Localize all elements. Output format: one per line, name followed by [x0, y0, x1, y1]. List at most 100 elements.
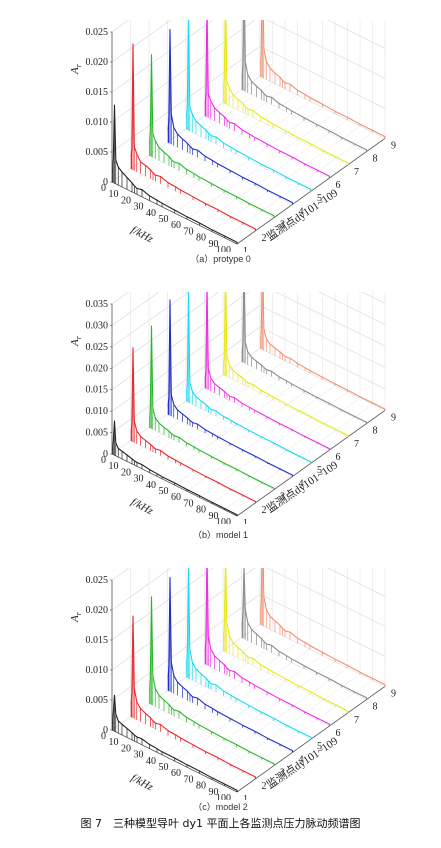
- z-tick-label: 3: [280, 768, 285, 779]
- x-tick-label: 10: [109, 737, 119, 748]
- series-6-line: [204, 568, 331, 726]
- y-tick-label: 0.020: [86, 363, 109, 374]
- y-tick-label: 0.025: [86, 27, 109, 38]
- z-tick-label: 6: [336, 452, 341, 463]
- series-3-line: [149, 596, 275, 766]
- y-axis-label: Ar: [69, 335, 83, 347]
- y-tick-label: 0.020: [86, 605, 109, 616]
- chart-caption-b: （b）model 1: [192, 530, 249, 540]
- x-tick-label: 80: [196, 505, 206, 516]
- grid-line: [361, 292, 386, 304]
- chart-panel-b: 0 0.005 0.010 0.015 0.020 0.025 0.030 0.035 Ar 0 1…: [0, 292, 441, 572]
- series-5-line: [186, 568, 312, 740]
- grid-line: [124, 82, 273, 189]
- z-tick-label: 9: [391, 140, 396, 151]
- series-2-line: [130, 347, 257, 503]
- y-tick-label: 0.015: [86, 385, 109, 396]
- y-tick-label: 0.005: [86, 147, 109, 158]
- z-tick-label: 9: [391, 412, 396, 423]
- series-8-line: [241, 20, 368, 152]
- x-tick-label: 40: [146, 756, 156, 767]
- x-tick-label: 60: [171, 492, 181, 503]
- z-tick-label: 6: [336, 728, 341, 739]
- series-2-line: [130, 615, 257, 779]
- figure-title: 图 7 三种模型导叶 dy1 平面上各监测点压力脉动频谱图: [80, 817, 361, 830]
- x-tick-label: 90: [209, 511, 219, 522]
- x-tick-label: 80: [196, 781, 206, 792]
- x-tick-label: 100: [216, 793, 231, 800]
- series-8-line: [241, 292, 368, 424]
- z-tick-label: 5: [317, 193, 322, 204]
- z-axis: [236, 686, 386, 793]
- x-tick-label: 30: [134, 202, 144, 213]
- z-tick-label: 4: [299, 754, 304, 765]
- y-tick-label: 0.005: [86, 428, 109, 439]
- z-tick-label: 7: [354, 167, 359, 178]
- x-tick-label: 40: [146, 480, 156, 491]
- z-tick-label: 3: [280, 492, 285, 503]
- chart-caption-c: （c）model 2: [193, 802, 248, 812]
- chart-panel-c: 0 0.005 0.010 0.015 0.020 0.025 Ar 0 10 20 30 40 50 6…: [0, 568, 441, 848]
- y-tick-label: 0.020: [86, 57, 109, 68]
- x-tick-label: 90: [209, 787, 219, 798]
- x-tick-label: 0: [101, 183, 106, 194]
- series-9-line: [260, 568, 386, 687]
- series-1-line: [112, 104, 238, 244]
- x-tick-label: 50: [159, 486, 169, 497]
- x-tick-label: 0: [101, 731, 106, 742]
- x-tick-label: 30: [134, 474, 144, 485]
- chart-caption-a: （a）protype 0: [190, 254, 251, 264]
- z-axis: [236, 410, 386, 517]
- chart-b-svg: 00.0050.0100.0150.0200.0250.0300.035Ar01…: [69, 292, 396, 524]
- series-5-line: [186, 20, 312, 192]
- x-tick-label: 50: [159, 762, 169, 773]
- series-1-line: [112, 420, 238, 516]
- series-7-line: [223, 292, 349, 437]
- y-tick-label: 0.035: [86, 299, 109, 310]
- y-tick-label: 0.030: [86, 320, 109, 331]
- series-4-line: [167, 29, 294, 205]
- grid-line: [111, 568, 172, 611]
- series-7-line: [223, 20, 349, 165]
- x-tick-label: 90: [209, 239, 219, 250]
- grid-line: [136, 360, 286, 467]
- y-tick-label: 0.005: [86, 695, 109, 706]
- series-2-line: [130, 43, 257, 231]
- z-tick-label: 8: [373, 154, 378, 165]
- z-tick-label: 1: [243, 246, 248, 252]
- y-tick-label: 0.025: [86, 575, 109, 586]
- grid-line: [327, 568, 386, 597]
- series-3-line: [149, 325, 275, 490]
- grid-line: [111, 20, 172, 63]
- grid-line: [186, 661, 336, 768]
- grid: [111, 292, 386, 517]
- x-axis-label: f/kHz: [129, 496, 156, 518]
- grid-line: [174, 655, 323, 762]
- y-tick-label: 0: [103, 725, 108, 736]
- y-tick-label: 0.010: [86, 117, 109, 128]
- series-5-line: [186, 292, 312, 464]
- x-tick-label: 30: [134, 750, 144, 761]
- series-9-line: [260, 292, 386, 411]
- z-tick-label: 7: [354, 439, 359, 450]
- y-tick-label: 0: [103, 449, 108, 460]
- y-tick-label: 0.015: [86, 635, 109, 646]
- x-tick-label: 20: [121, 195, 131, 206]
- series-9-line: [260, 20, 386, 139]
- x-tick-label: 100: [216, 245, 231, 252]
- y-axis-label: Ar: [69, 63, 83, 75]
- z-tick-label: 6: [336, 180, 341, 191]
- z-tick-label: 2: [262, 781, 267, 792]
- series-6-line: [204, 20, 331, 178]
- y-axis-label: Ar: [69, 611, 83, 623]
- z-tick-label: 1: [243, 518, 248, 524]
- x-tick-label: 20: [121, 743, 131, 754]
- series-7-line: [223, 568, 349, 713]
- z-tick-label: 8: [373, 426, 378, 437]
- grid-line: [124, 630, 273, 737]
- z-tick-label: 3: [280, 220, 285, 231]
- x-axis-label: f/kHz: [129, 224, 156, 246]
- z-tick-label: 4: [299, 478, 304, 489]
- grid-line: [327, 20, 386, 49]
- y-tick-label: 0.025: [86, 342, 109, 353]
